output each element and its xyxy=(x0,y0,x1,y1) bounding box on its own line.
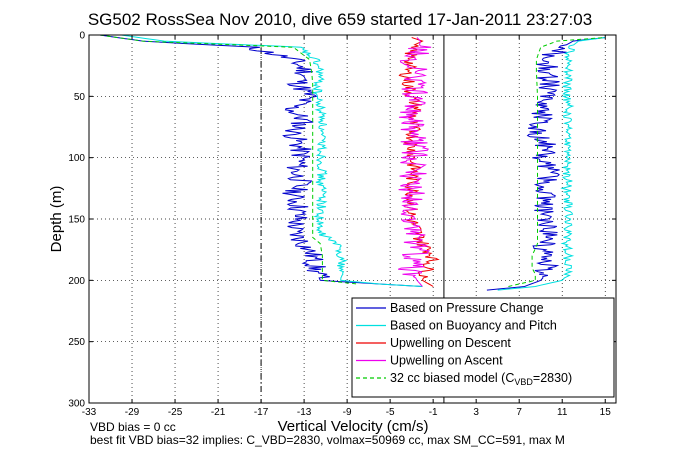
legend-label: Upwelling on Descent xyxy=(390,336,511,350)
x-tick-label: 3 xyxy=(473,407,479,418)
x-axis-label: Vertical Velocity (cm/s) xyxy=(278,418,429,435)
x-tick-label: -25 xyxy=(168,407,183,418)
series-1-line-descent xyxy=(99,34,423,287)
y-tick-label: 50 xyxy=(74,92,86,103)
legend-label: Upwelling on Ascent xyxy=(390,354,503,368)
y-tick-label: 150 xyxy=(68,215,85,226)
x-tick-label: 11 xyxy=(557,407,568,418)
x-tick-label: -33 xyxy=(82,407,97,418)
y-tick-label: 100 xyxy=(68,153,85,164)
chart-title: SG502 RossSea Nov 2010, dive 659 started… xyxy=(88,10,592,29)
y-tick-label: 200 xyxy=(68,276,85,287)
legend-label: Based on Buoyancy and Pitch xyxy=(390,319,557,333)
y-tick-label: 300 xyxy=(68,399,85,410)
series-2-line-descent xyxy=(121,34,423,287)
legend-label: Based on Pressure Change xyxy=(390,301,544,315)
x-tick-label: 15 xyxy=(600,407,612,418)
x-tick-label: -5 xyxy=(386,407,395,418)
series-4-line xyxy=(398,37,432,287)
best-fit-note: best fit VBD bias=32 implies: C_VBD=2830… xyxy=(90,433,565,447)
series-5-line-descent xyxy=(99,34,358,285)
y-tick-label: 0 xyxy=(79,31,85,42)
y-axis-label: Depth (m) xyxy=(48,186,65,253)
series-2-line-ascent xyxy=(497,37,606,291)
series-5-line-ascent xyxy=(508,37,606,287)
vbd-bias-note: VBD bias = 0 cc xyxy=(90,420,176,434)
y-tick-label: 250 xyxy=(68,337,85,348)
x-tick-label: -13 xyxy=(297,407,312,418)
x-tick-label: -9 xyxy=(343,407,352,418)
legend-label-model: 32 cc biased model (CVBD=2830) xyxy=(390,371,572,387)
x-tick-label: 7 xyxy=(516,407,522,418)
y-axis-ticks: 0 50 100 150 200 250 300 xyxy=(68,31,616,410)
legend-box xyxy=(351,297,615,398)
x-tick-label: -17 xyxy=(254,407,269,418)
legend: Based on Pressure Change Based on Buoyanc… xyxy=(351,297,615,398)
x-tick-label: -29 xyxy=(125,407,140,418)
series-layer xyxy=(99,34,606,291)
x-tick-label: -21 xyxy=(211,407,226,418)
series-1-line-ascent xyxy=(486,37,606,291)
x-axis-ticks: -33 -29 -25 -21 -17 -13 -9 -5 -1 3 7 11 15 xyxy=(82,35,611,418)
x-tick-label: -1 xyxy=(429,407,438,418)
